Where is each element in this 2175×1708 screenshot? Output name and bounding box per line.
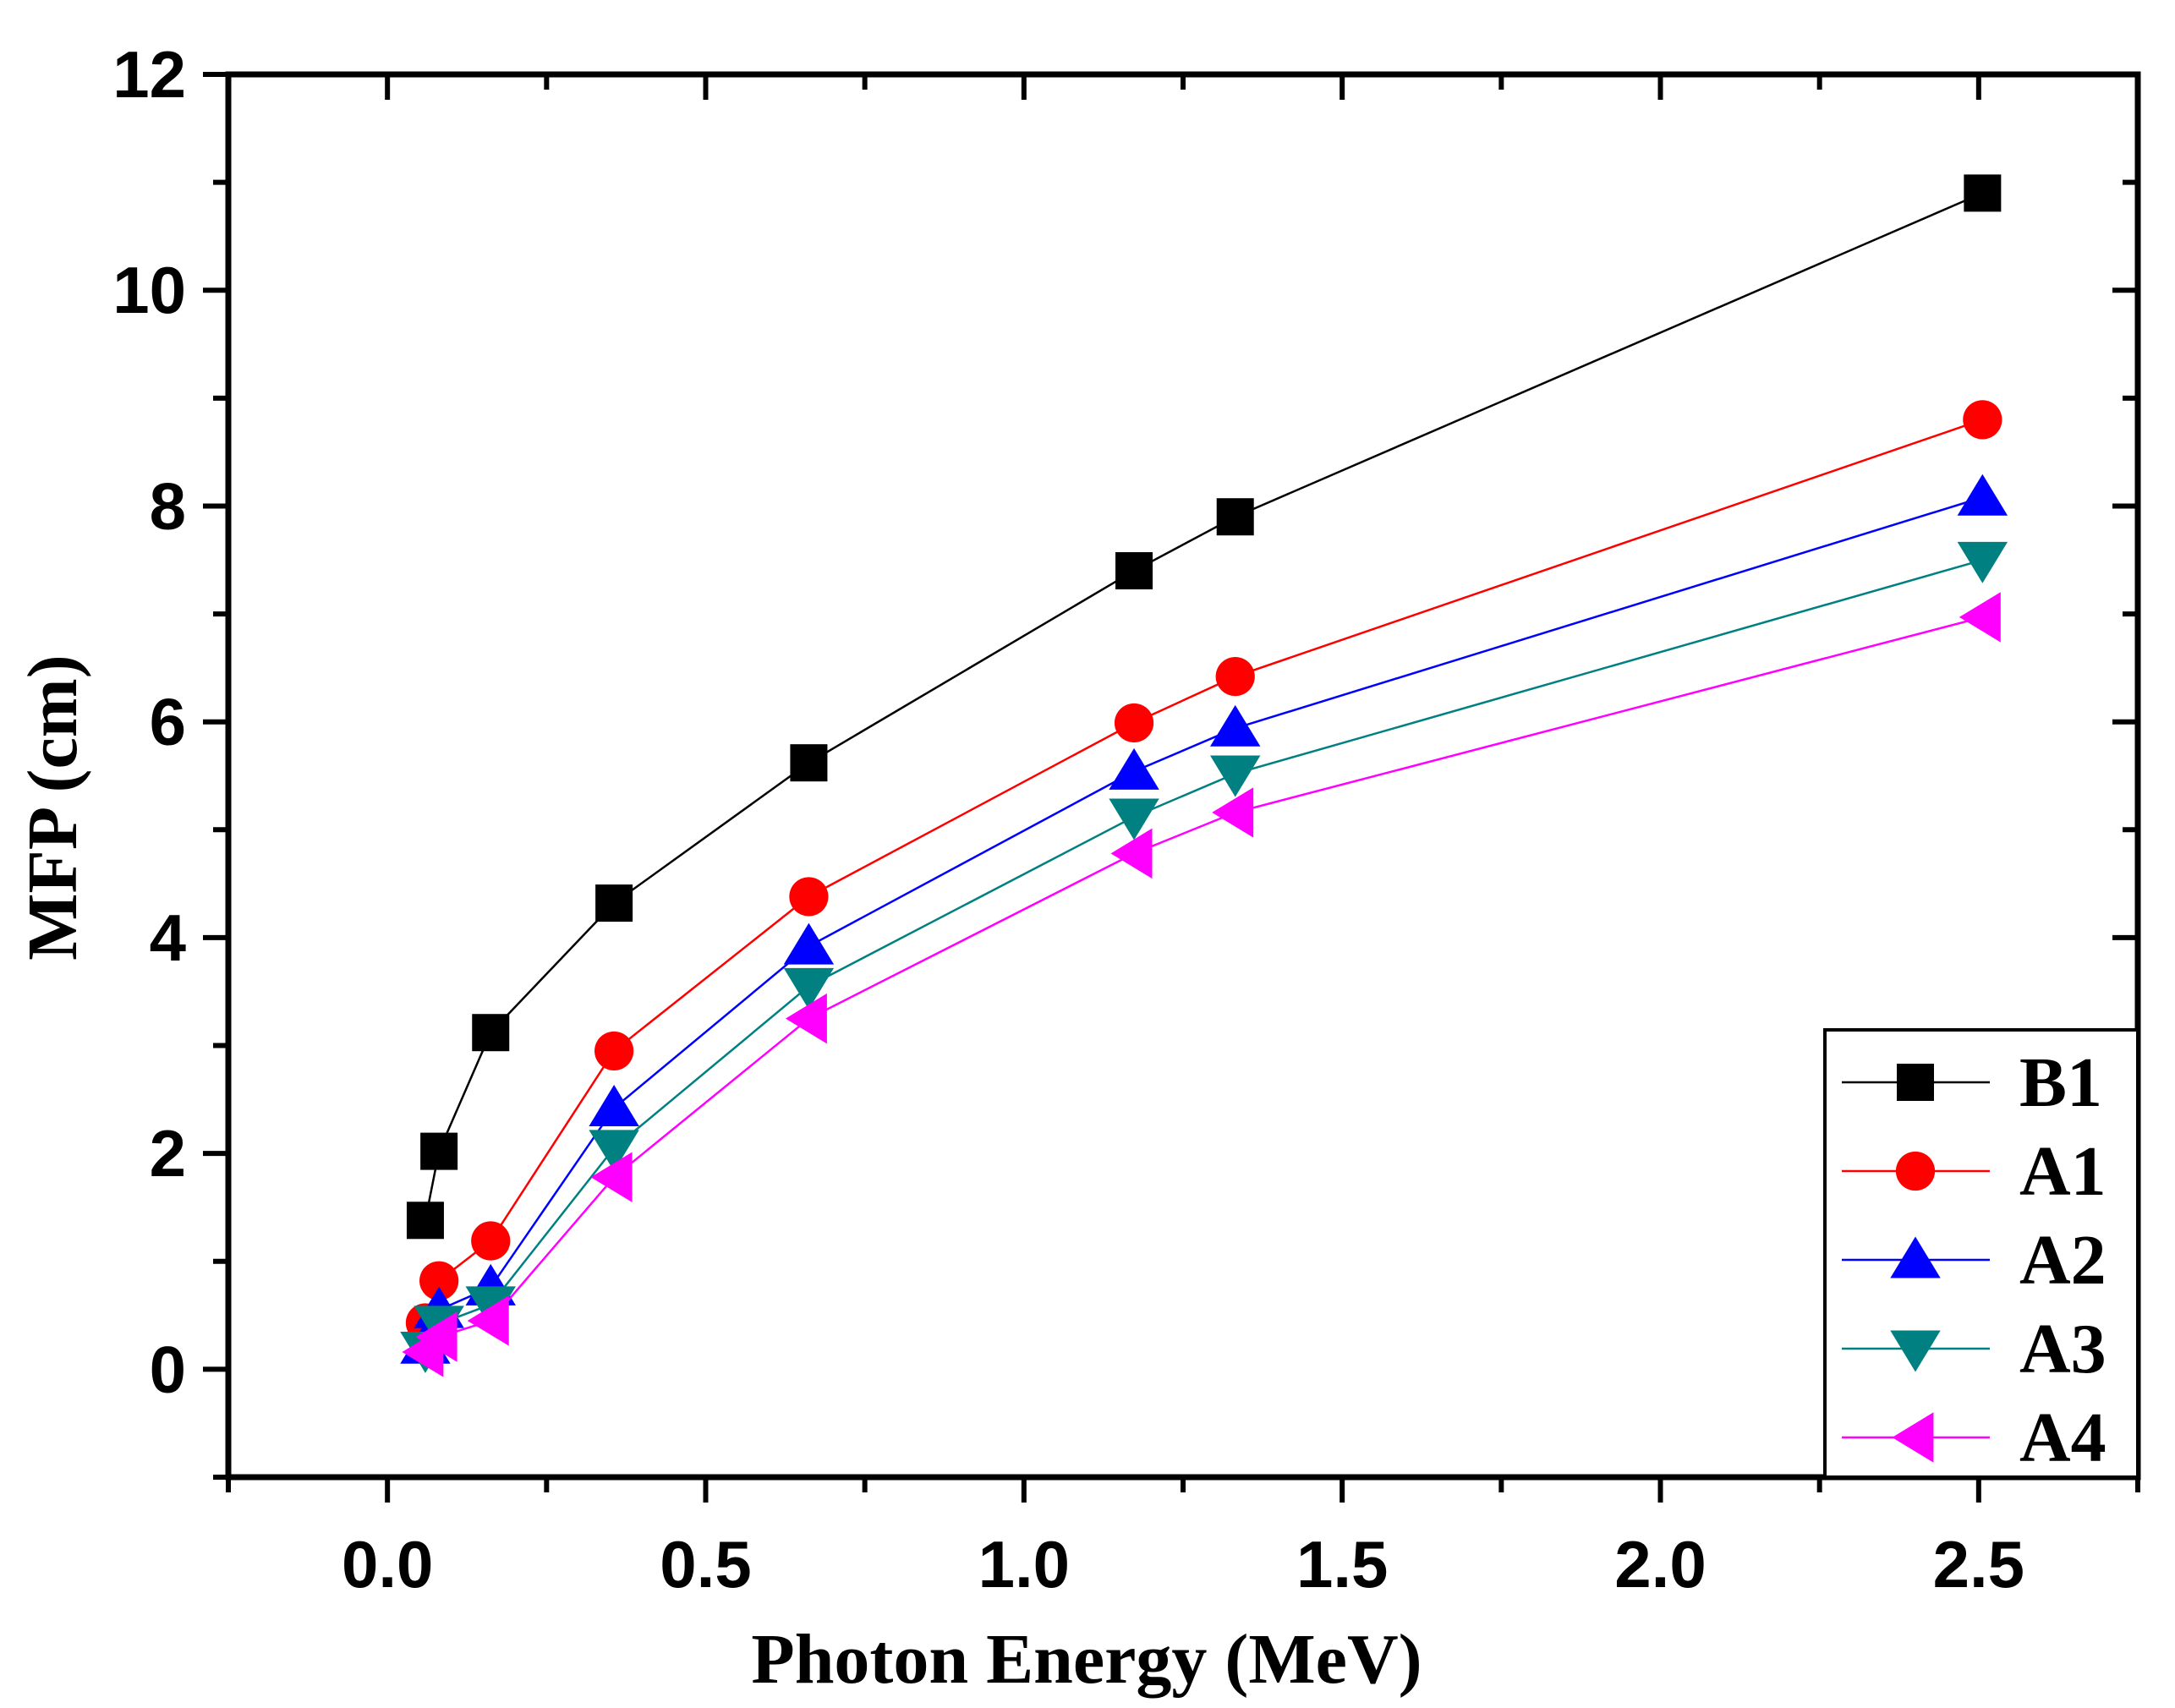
x-tick-label-3: 1.0 [978, 1527, 1070, 1601]
x-tick-label-2: 0.5 [660, 1527, 751, 1601]
y-tick-label-2: 2 [150, 1116, 186, 1191]
y-tick-label-7: 12 [112, 37, 186, 112]
data-point-a1-8 [1963, 400, 2002, 440]
data-point-b1-4 [595, 884, 633, 922]
axes: 0.0 0.5 1.0 1.5 2.0 2.5 0 2 4 6 8 10 12 [112, 37, 2141, 1601]
data-point-a1-7 [1215, 656, 1255, 697]
data-point-a4-5 [785, 993, 827, 1044]
data-point-b1-3 [472, 1014, 510, 1052]
data-point-a1-5 [789, 877, 829, 917]
data-point-a3-4 [589, 1130, 639, 1172]
data-point-a2-7 [1210, 704, 1261, 747]
legend-label-a1: A1 [2019, 1132, 2107, 1211]
series-a2 [400, 474, 2008, 1364]
x-tick-label-4: 1.5 [1296, 1527, 1388, 1601]
data-point-a3-5 [783, 967, 835, 1010]
y-tick-label-5: 8 [150, 468, 186, 543]
legend-marker-a4 [1892, 1412, 1934, 1463]
y-tick-label-6: 10 [112, 253, 186, 327]
legend-label-b1: B1 [2019, 1043, 2102, 1122]
data-point-a1-3 [471, 1221, 511, 1261]
legend-box [1823, 1028, 2139, 1479]
series-a4 [402, 592, 2001, 1377]
data-point-b1-6 [1115, 552, 1153, 590]
x-tick-label-1: 0.0 [342, 1527, 433, 1601]
y-axis-title: MFP (cm) [14, 654, 92, 960]
legend: B1 A1 A2 A3 A4 [1823, 1028, 2139, 1479]
data-point-a1-4 [594, 1031, 634, 1071]
legend-marker-b1 [1897, 1064, 1934, 1101]
series-a3 [400, 541, 2008, 1373]
series-line-a2 [424, 496, 1983, 1346]
legend-label-a4: A4 [2019, 1399, 2107, 1477]
data-point-a3-7 [1210, 755, 1261, 797]
y-tick-label-3: 4 [150, 901, 186, 975]
data-point-a4-7 [1212, 787, 1254, 838]
y-tick-label-4: 6 [150, 685, 186, 759]
data-point-a4-8 [1959, 592, 2001, 643]
data-point-a4-2 [415, 1311, 457, 1362]
legend-label-a3: A3 [2019, 1310, 2107, 1388]
data-point-a2-5 [783, 922, 835, 965]
legend-marker-a1 [1895, 1151, 1936, 1191]
x-axis-title: Photon Energy (MeV) [751, 1620, 1422, 1699]
data-point-a4-6 [1110, 828, 1153, 879]
series-line-a4 [425, 616, 1983, 1353]
x-tick-label-6: 2.5 [1933, 1527, 2024, 1601]
legend-marker-a2 [1890, 1236, 1941, 1278]
y-tick-label-1: 0 [150, 1332, 186, 1406]
data-point-a2-8 [1957, 474, 2008, 516]
series-a1 [405, 400, 2002, 1343]
data-point-a2-4 [589, 1085, 639, 1127]
data-point-a2-6 [1109, 747, 1159, 790]
data-point-b1-1 [406, 1202, 444, 1240]
legend-label-a2: A2 [2019, 1221, 2107, 1300]
data-point-b1-7 [1216, 498, 1254, 536]
data-point-a1-2 [419, 1261, 459, 1300]
data-point-a3-8 [1957, 541, 2008, 583]
data-point-a1-6 [1114, 703, 1154, 743]
data-point-b1-8 [1964, 174, 2002, 212]
data-point-a3-6 [1109, 798, 1159, 840]
plot-area [400, 174, 2008, 1377]
data-point-b1-5 [790, 744, 828, 782]
series-b1 [406, 174, 2002, 1240]
series-line-b1 [424, 192, 1983, 1221]
legend-marker-a3 [1890, 1330, 1941, 1372]
data-point-b1-2 [420, 1132, 458, 1170]
data-point-a4-3 [467, 1295, 509, 1346]
data-point-a4-4 [590, 1152, 633, 1202]
x-tick-label-5: 2.0 [1614, 1527, 1706, 1601]
